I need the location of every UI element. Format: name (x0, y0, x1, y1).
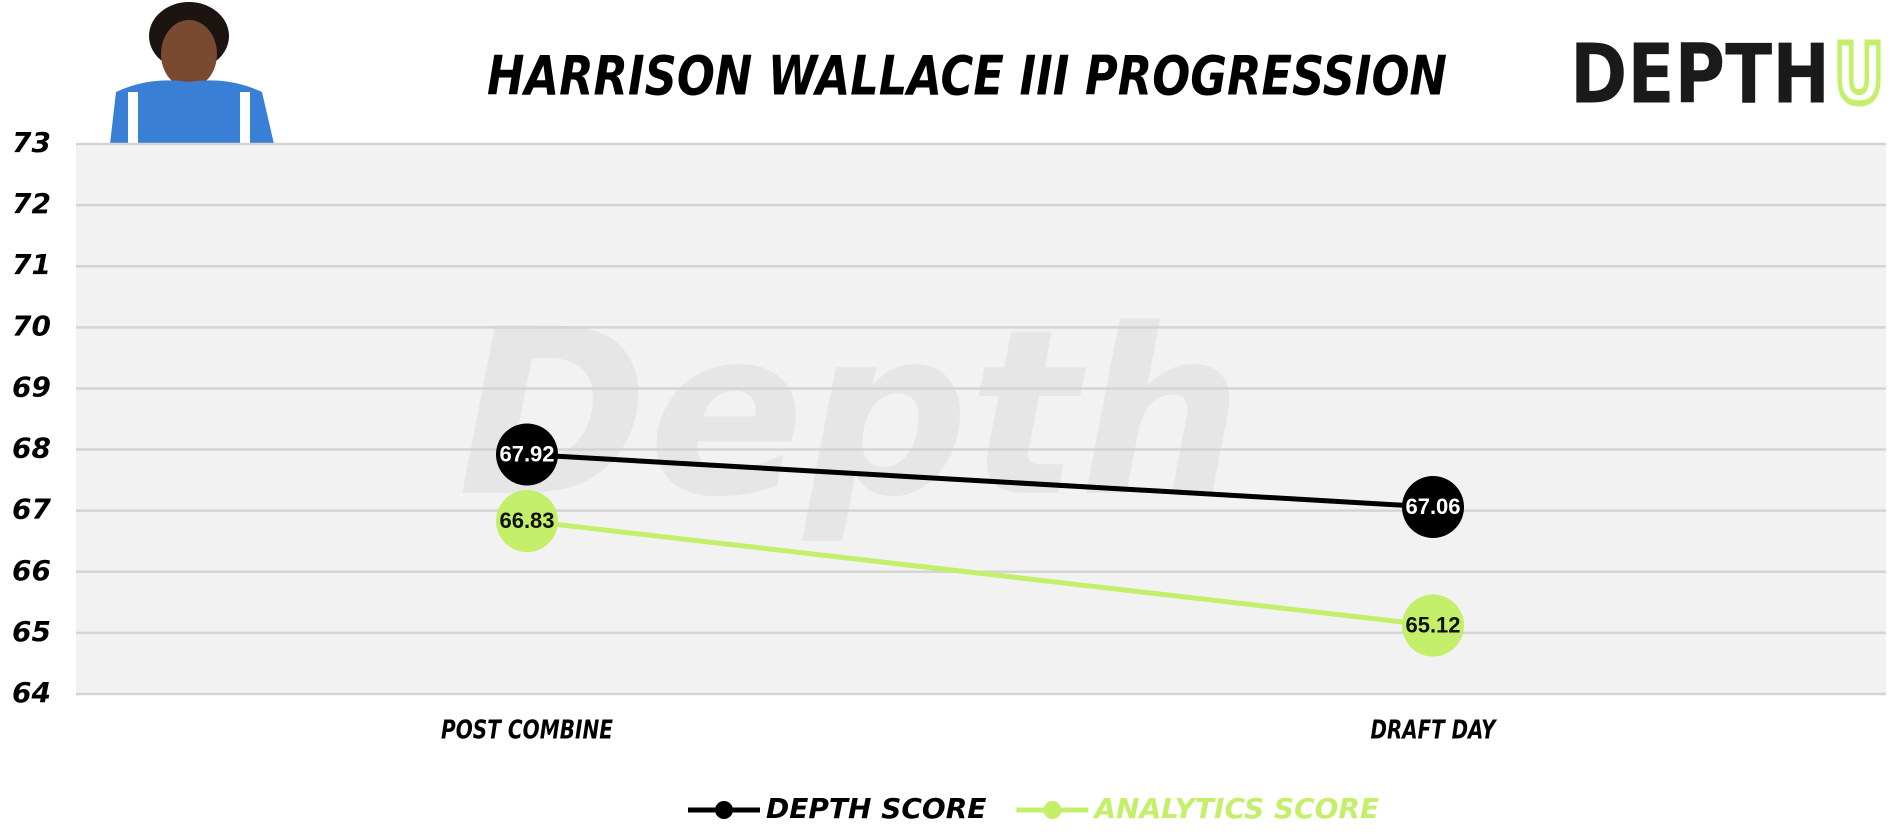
legend-marker (715, 801, 733, 819)
chart-title: HARRISON WALLACE III PROGRESSION (487, 45, 1447, 108)
y-tick-label: 64 (12, 676, 51, 709)
y-tick-label: 73 (12, 126, 51, 159)
series-line (526, 518, 1434, 629)
logo-main: DEPTH (1570, 27, 1830, 122)
watermark: Depth (457, 281, 1242, 548)
logo-accent: U (1834, 27, 1884, 122)
legend-label: DEPTH SCORE (766, 792, 986, 825)
data-point (1402, 594, 1464, 657)
legend-marker (1043, 801, 1062, 819)
player-photo (110, 2, 274, 144)
data-label: 65.12 (1405, 612, 1460, 637)
y-tick-label: 65 (12, 615, 51, 648)
y-tick-label: 66 (12, 554, 51, 587)
y-tick-label: 72 (12, 187, 51, 220)
data-point (496, 423, 558, 486)
y-tick-label: 68 (12, 432, 51, 465)
y-tick-label: 69 (12, 370, 51, 403)
plot-area (76, 144, 1886, 694)
y-tick-label: 67 (12, 493, 51, 526)
data-point (496, 490, 558, 553)
x-tick-label: POST COMBINE (441, 716, 613, 746)
data-label: 66.83 (499, 508, 554, 533)
x-tick-label: DRAFT DAY (1371, 716, 1498, 746)
legend-label: ANALYTICS SCORE (1092, 792, 1379, 825)
y-tick-label: 71 (12, 248, 51, 281)
series-line (526, 451, 1434, 510)
data-label: 67.06 (1405, 494, 1460, 519)
data-point (1402, 476, 1464, 538)
y-tick-label: 70 (12, 309, 51, 342)
data-label: 67.92 (499, 441, 554, 466)
